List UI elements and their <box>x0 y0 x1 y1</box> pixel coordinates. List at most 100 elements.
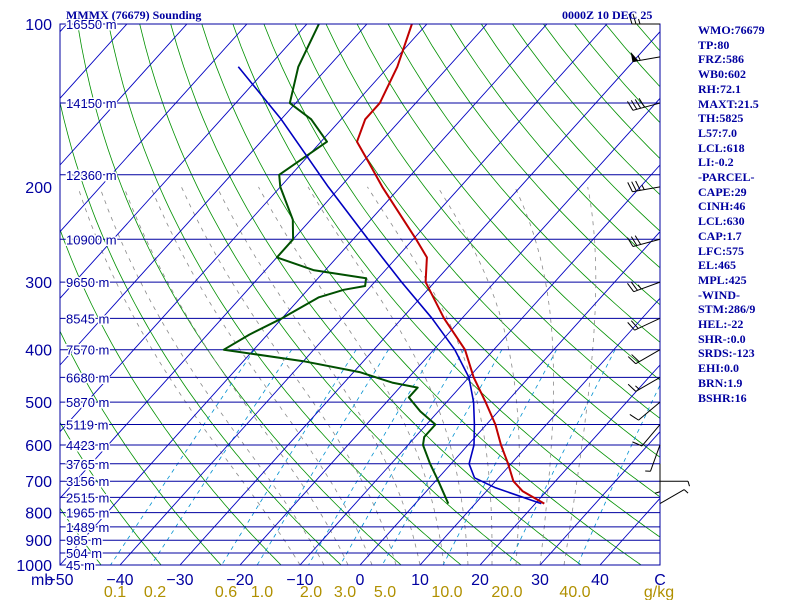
plot-area <box>0 24 660 565</box>
isotherm <box>419 297 660 565</box>
wind-barb-staff <box>632 102 661 111</box>
pressure-tick-label: 200 <box>25 180 52 197</box>
wind-barb-half-flag <box>637 55 641 61</box>
index-item: TH:5825 <box>698 111 744 126</box>
isotherm <box>60 24 488 500</box>
index-item: TP:80 <box>698 37 730 52</box>
wind-barb-staff <box>659 489 685 505</box>
wind-barb-staff <box>635 349 661 365</box>
wind-barb-staff <box>649 444 661 472</box>
chart-title: MMMX (76679) Sounding <box>66 8 202 22</box>
index-item: MPL:425 <box>698 272 747 287</box>
index-item: WMO:76679 <box>698 23 765 37</box>
pressure-tick-label: 900 <box>25 533 52 550</box>
y-axis-unit-label: mb <box>31 572 53 589</box>
indices-panel: WMO:76679 TP:80 FRZ:586 WB0:602 RH:72.1 MAXT:… <box>698 23 798 405</box>
index-item: MAXT:21.5 <box>698 96 759 111</box>
wind-barb <box>659 489 689 505</box>
wind-barb-flag <box>630 100 638 110</box>
wind-barb-flag <box>631 181 637 192</box>
height-label: 16550 m <box>66 17 117 32</box>
height-label: 1965 m <box>66 506 109 521</box>
temperature-tick-label: −40 <box>106 572 133 589</box>
height-label: 504 m <box>66 546 102 561</box>
index-item: SHR-:0.0 <box>698 331 746 346</box>
temperature-line <box>356 24 545 505</box>
wind-barb-flag <box>628 13 633 25</box>
temperature-tick-label: −20 <box>226 572 253 589</box>
index-item: WB0:602 <box>698 67 746 82</box>
isotherm <box>359 230 660 565</box>
temperature-tick-label: 10 <box>411 572 429 589</box>
wind-barb <box>627 317 661 331</box>
pressure-tick-label: 500 <box>25 395 52 412</box>
height-label: 985 m <box>66 533 102 548</box>
wind-barb-flag <box>627 356 637 365</box>
mixing-ratio-unit-label: g/kg <box>644 584 674 600</box>
wind-barb-flag <box>627 101 634 111</box>
wind-barb-flag <box>632 441 643 447</box>
mixing-ratio-label: 0.2 <box>144 584 166 600</box>
index-item: BRN:1.9 <box>698 375 743 390</box>
index-item: SRDS:-123 <box>698 346 755 361</box>
wind-barb-flag <box>630 281 638 291</box>
wind-barb <box>627 180 661 193</box>
height-label: 45 m <box>66 558 95 573</box>
wind-barb <box>627 235 661 248</box>
wind-barbs <box>627 13 690 505</box>
isotherm <box>239 97 660 565</box>
height-label: 5119 m <box>66 418 108 433</box>
wind-barb-flag <box>630 320 639 329</box>
temperature-tick-label: 0 <box>356 572 365 589</box>
parcel-line <box>237 66 542 505</box>
temperature-tick-label: −10 <box>286 572 313 589</box>
wind-barb <box>645 444 661 472</box>
wind-barb-half-flag <box>635 385 640 390</box>
index-item: -PARCEL- <box>698 170 755 185</box>
height-label: 10900 m <box>66 232 117 247</box>
chart-time: 0000Z 10 DEC 25 <box>562 8 653 22</box>
isotherm <box>539 430 660 565</box>
index-item: STM:286/9 <box>698 302 756 317</box>
pressure-tick-label: 600 <box>25 438 52 455</box>
wind-barb-half-flag <box>638 18 641 25</box>
wind-barb-pennant <box>630 51 639 62</box>
index-item: EL:465 <box>698 258 737 273</box>
wind-barb-flag <box>638 98 645 108</box>
height-label: 4423 m <box>66 438 109 453</box>
mixing-ratio-label: 5.0 <box>374 584 396 600</box>
height-label: 9650 m <box>66 275 109 290</box>
wind-barb <box>627 281 661 293</box>
wind-barb <box>632 424 661 447</box>
wind-barb-flag <box>635 180 641 191</box>
height-label: 8545 m <box>66 311 109 326</box>
moist-adiabat <box>181 186 397 565</box>
mixing-ratio-label: 20.0 <box>491 584 522 600</box>
index-item: LCL:618 <box>698 140 745 155</box>
wind-barb-flag <box>634 99 642 109</box>
isotherm <box>0 24 7 565</box>
wind-barb-staff <box>641 424 661 447</box>
height-label: 3156 m <box>66 474 109 489</box>
wind-barb-flag <box>627 182 633 192</box>
wind-barb-half-flag <box>683 489 689 494</box>
wind-barb-half-flag <box>687 481 690 487</box>
moist-adiabat <box>123 186 349 565</box>
wind-barb-flag <box>627 237 634 247</box>
index-item: HEL:-22 <box>698 317 744 332</box>
wind-barb-half-flag <box>654 491 661 494</box>
wind-barb-half-flag <box>641 184 645 190</box>
index-item: -WIND- <box>698 287 740 302</box>
mixing-ratio-label: 40.0 <box>559 584 590 600</box>
isotherm <box>60 24 188 166</box>
wind-barb-staff <box>633 281 661 293</box>
height-label: 12360 m <box>66 168 117 183</box>
height-label: 7570 m <box>66 343 109 358</box>
wind-barb-flag <box>630 236 638 246</box>
wind-barb <box>629 401 661 421</box>
wind-barb-staff <box>634 317 661 331</box>
pressure-tick-label: 300 <box>25 275 52 292</box>
pressure-tick-label: 1000 <box>16 558 52 575</box>
